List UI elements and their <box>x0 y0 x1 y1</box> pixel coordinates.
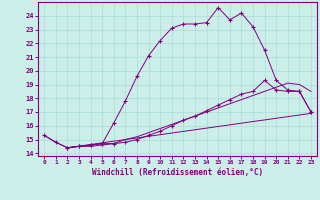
X-axis label: Windchill (Refroidissement éolien,°C): Windchill (Refroidissement éolien,°C) <box>92 168 263 177</box>
